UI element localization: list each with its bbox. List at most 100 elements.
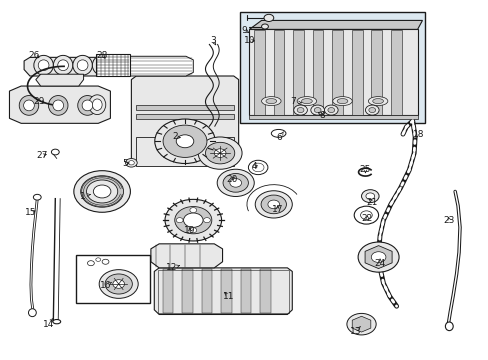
Ellipse shape	[53, 319, 61, 324]
Text: 28: 28	[96, 51, 107, 60]
Text: 11: 11	[223, 292, 234, 301]
Text: 26: 26	[28, 51, 40, 60]
Circle shape	[189, 228, 196, 233]
Text: 10: 10	[243, 36, 255, 45]
Ellipse shape	[48, 95, 68, 115]
Text: 15: 15	[25, 208, 37, 217]
Text: 18: 18	[412, 130, 424, 139]
Circle shape	[267, 200, 279, 209]
Circle shape	[357, 242, 398, 272]
Circle shape	[203, 218, 210, 223]
Ellipse shape	[23, 100, 34, 111]
Circle shape	[105, 274, 132, 294]
Circle shape	[155, 119, 215, 163]
Circle shape	[264, 14, 273, 22]
Polygon shape	[351, 316, 370, 332]
Text: 22: 22	[361, 214, 372, 223]
Circle shape	[252, 163, 264, 172]
Bar	[136, 114, 233, 119]
Bar	[182, 269, 192, 314]
Bar	[249, 115, 417, 119]
Text: 23: 23	[443, 216, 454, 225]
Ellipse shape	[19, 95, 39, 115]
Circle shape	[360, 211, 371, 220]
Ellipse shape	[34, 55, 53, 75]
Polygon shape	[131, 76, 238, 166]
Ellipse shape	[77, 60, 88, 71]
Circle shape	[198, 137, 242, 169]
Ellipse shape	[271, 130, 285, 137]
Text: 1: 1	[80, 192, 85, 201]
Ellipse shape	[301, 99, 312, 104]
Circle shape	[370, 252, 385, 262]
Text: 13: 13	[349, 327, 361, 336]
Circle shape	[297, 108, 304, 113]
Circle shape	[183, 213, 203, 227]
Circle shape	[87, 261, 94, 266]
Circle shape	[51, 149, 59, 155]
Ellipse shape	[78, 95, 97, 115]
Circle shape	[314, 108, 321, 113]
Bar	[312, 31, 323, 115]
Circle shape	[125, 158, 137, 167]
Bar	[370, 31, 381, 115]
Bar	[76, 255, 150, 303]
Circle shape	[248, 160, 267, 175]
Circle shape	[327, 108, 334, 113]
Polygon shape	[365, 246, 391, 269]
Ellipse shape	[297, 96, 316, 105]
Circle shape	[205, 142, 234, 164]
Circle shape	[229, 179, 241, 187]
Circle shape	[102, 259, 109, 264]
Bar	[158, 270, 289, 313]
Circle shape	[368, 108, 375, 113]
Bar	[239, 12, 424, 123]
Ellipse shape	[53, 55, 73, 75]
Ellipse shape	[265, 99, 276, 104]
Circle shape	[176, 135, 193, 148]
Circle shape	[189, 208, 196, 213]
Ellipse shape	[58, 60, 68, 71]
Circle shape	[99, 270, 138, 298]
Bar	[201, 269, 212, 314]
FancyBboxPatch shape	[136, 137, 233, 166]
Bar	[162, 269, 173, 314]
Polygon shape	[249, 21, 422, 30]
Circle shape	[353, 206, 378, 224]
Text: 27: 27	[37, 151, 48, 160]
Circle shape	[214, 149, 225, 157]
Text: 29: 29	[33, 97, 44, 106]
Circle shape	[93, 185, 111, 198]
Circle shape	[113, 280, 124, 288]
Bar	[331, 31, 342, 115]
Text: 19: 19	[184, 226, 195, 235]
Circle shape	[81, 176, 123, 207]
Text: 5: 5	[122, 159, 128, 168]
Circle shape	[261, 24, 268, 29]
Circle shape	[310, 105, 324, 115]
Circle shape	[365, 193, 374, 199]
Polygon shape	[151, 244, 222, 268]
Ellipse shape	[73, 55, 92, 75]
Ellipse shape	[82, 100, 93, 111]
Text: 25: 25	[359, 166, 370, 175]
Circle shape	[255, 191, 292, 218]
Ellipse shape	[28, 309, 36, 317]
Text: 6: 6	[276, 133, 282, 142]
Circle shape	[96, 258, 101, 261]
Circle shape	[86, 180, 118, 203]
Ellipse shape	[92, 99, 102, 111]
Bar	[351, 31, 362, 115]
Text: 20: 20	[226, 175, 238, 184]
Ellipse shape	[97, 60, 107, 71]
Text: 17: 17	[271, 205, 283, 214]
Text: 4: 4	[251, 162, 257, 171]
Text: 8: 8	[319, 111, 325, 120]
Ellipse shape	[332, 96, 351, 105]
Circle shape	[361, 190, 378, 203]
Bar	[240, 269, 251, 314]
Bar	[293, 31, 304, 115]
Bar	[254, 31, 264, 115]
Ellipse shape	[88, 95, 105, 114]
Ellipse shape	[38, 60, 49, 71]
